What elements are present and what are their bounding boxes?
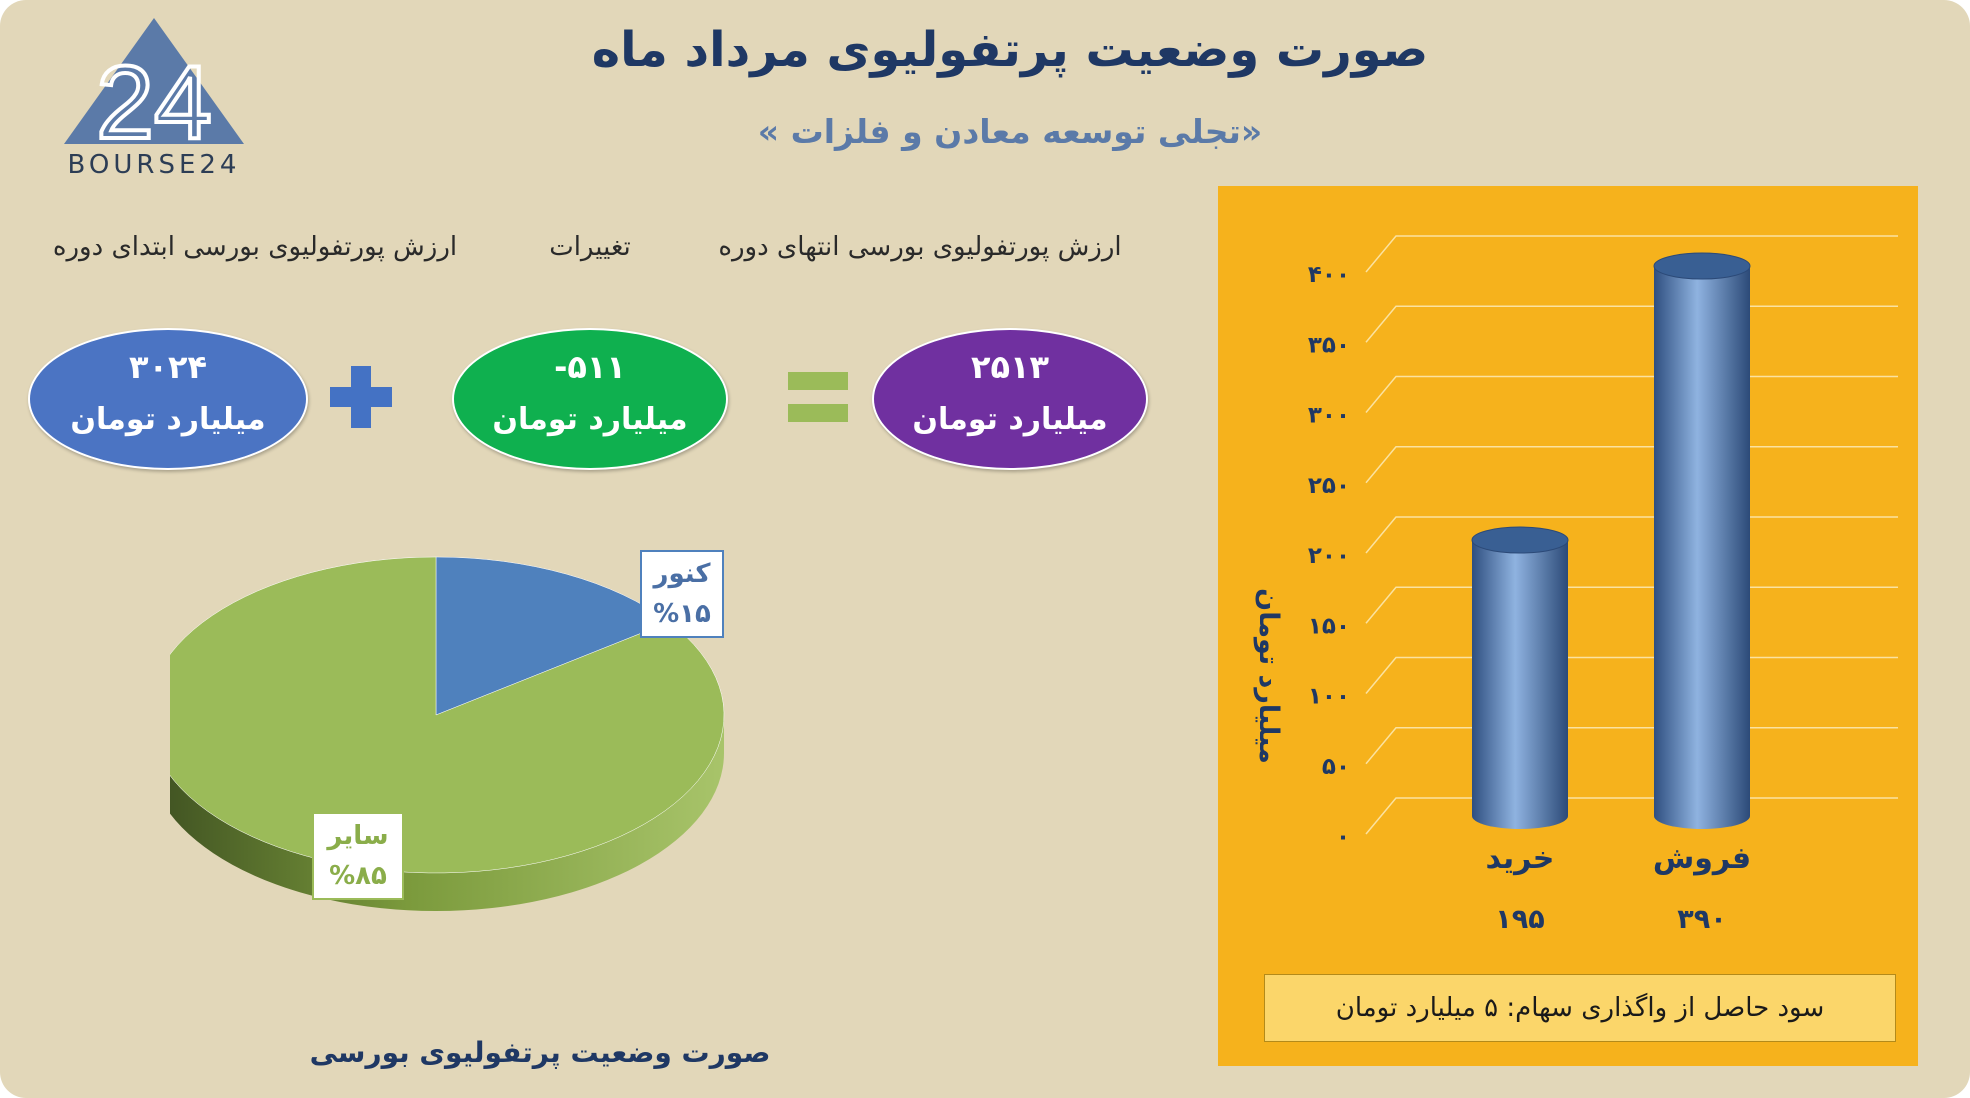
pie-3d-side — [170, 715, 724, 911]
gridline — [1365, 446, 1898, 484]
end-value-unit: میلیارد تومان — [912, 402, 1108, 437]
bar-top — [1653, 252, 1751, 280]
gridline — [1365, 235, 1898, 273]
pie-label-konor-name: کنور — [653, 559, 711, 589]
change-unit: میلیارد تومان — [492, 402, 688, 437]
gridline — [1365, 656, 1898, 694]
pie-label-other-name: سایر — [327, 821, 389, 851]
bar-0 — [1471, 526, 1569, 829]
pie-label-other-value: %۸۵ — [329, 861, 387, 891]
start-value-unit: میلیارد تومان — [70, 402, 266, 437]
logo-wordmark: BOURSE24 — [67, 150, 241, 180]
gridline — [1365, 516, 1898, 554]
y-tick-label: ۳۵۰ — [1308, 332, 1350, 358]
y-tick-label: ۵۰ — [1322, 754, 1350, 780]
y-tick-label: ۲۰۰ — [1308, 543, 1350, 569]
gridline — [1365, 727, 1898, 765]
trade-bar-chart-panel: ۰ ۵۰ ۱۰۰ ۱۵۰ ۲۰۰ ۲۵۰ ۳۰۰ ۳۵۰ ۴۰۰ خرید ۱۹۵ فروش ۳۹۰ … — [1218, 186, 1918, 1066]
bar-chart-y-axis: ۰ ۵۰ ۱۰۰ ۱۵۰ ۲۰۰ ۲۵۰ ۳۰۰ ۳۵۰ ۴۰۰ — [1308, 262, 1350, 850]
page-subtitle: «تجلی توسعه معادن و فلزات » — [757, 112, 1263, 151]
pie-slice-1 — [170, 556, 725, 874]
end-value-header: ارزش پورتفولیوی بورسی انتهای دوره — [718, 232, 1122, 262]
change-ellipse: -۵۱۱ میلیارد تومان — [452, 328, 728, 470]
change-value: -۵۱۱ — [554, 348, 626, 386]
y-tick-label: ۰ — [1336, 824, 1350, 850]
gridline — [1365, 305, 1898, 343]
start-value-header: ارزش پورتفولیوی بورسی ابتدای دوره — [52, 232, 458, 262]
start-value: ۳۰۲۴ — [128, 348, 208, 386]
end-value: ۲۵۱۳ — [970, 348, 1050, 386]
gridline — [1365, 375, 1898, 413]
bar-body — [1472, 540, 1568, 829]
pie-label-konor: کنور %۱۵ — [640, 550, 724, 638]
plus-icon — [330, 366, 392, 428]
bar-chart-gridlines — [1365, 235, 1898, 835]
equals-icon — [788, 372, 848, 422]
pie-chart-title: صورت وضعیت پرتفولیوی بورسی — [309, 1036, 771, 1069]
bar-category-label: خرید — [1486, 841, 1555, 876]
start-value-ellipse: ۳۰۲۴ میلیارد تومان — [28, 328, 308, 470]
change-header: تغییرات — [549, 232, 631, 262]
bar-1 — [1653, 252, 1751, 829]
gridline — [1365, 797, 1898, 835]
y-tick-label: ۱۰۰ — [1308, 684, 1350, 710]
portfolio-pie-chart — [170, 556, 725, 911]
y-tick-label: ۳۰۰ — [1308, 403, 1350, 429]
bar-value-label: ۳۹۰ — [1677, 904, 1726, 935]
bar-top — [1471, 526, 1569, 554]
pie-label-other: سایر %۸۵ — [312, 812, 404, 900]
logo-mark: 24 — [96, 45, 212, 161]
page-title: صورت وضعیت پرتفولیوی مرداد ماه — [591, 22, 1429, 78]
bar-chart-y-label: میلیارد تومان — [1253, 588, 1284, 764]
bar-category-label: فروش — [1653, 841, 1751, 876]
sale-profit-note: سود حاصل از واگذاری سهام: ۵ میلیارد توما… — [1264, 974, 1896, 1042]
y-tick-label: ۲۵۰ — [1308, 473, 1350, 499]
end-value-ellipse: ۲۵۱۳ میلیارد تومان — [872, 328, 1148, 470]
bar-value-label: ۱۹۵ — [1495, 904, 1544, 935]
y-tick-label: ۱۵۰ — [1308, 613, 1350, 639]
pie-label-konor-value: %۱۵ — [653, 599, 711, 629]
y-tick-label: ۴۰۰ — [1308, 262, 1350, 288]
bar-body — [1654, 266, 1750, 829]
gridline — [1365, 586, 1898, 624]
bourse24-logo: 24 — [64, 18, 244, 163]
